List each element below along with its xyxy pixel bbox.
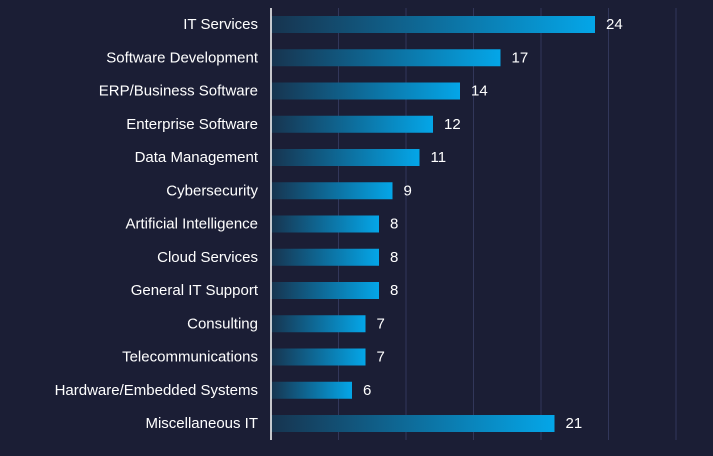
bar bbox=[271, 315, 366, 333]
category-label: Artificial Intelligence bbox=[125, 216, 258, 233]
bar bbox=[271, 182, 393, 200]
data-label: 12 bbox=[444, 116, 461, 133]
data-label: 17 bbox=[512, 49, 529, 66]
data-label: 14 bbox=[471, 83, 488, 100]
category-label: Cybersecurity bbox=[166, 182, 258, 199]
data-label: 24 bbox=[606, 16, 623, 33]
data-label: 7 bbox=[377, 315, 385, 332]
bar bbox=[271, 381, 352, 399]
category-label: Enterprise Software bbox=[126, 116, 258, 133]
bar bbox=[271, 282, 379, 299]
data-label: 9 bbox=[404, 182, 412, 199]
data-label: 11 bbox=[431, 149, 447, 166]
data-label: 6 bbox=[363, 382, 371, 399]
bar bbox=[271, 115, 433, 133]
category-label: Hardware/Embedded Systems bbox=[55, 382, 258, 399]
category-label: Cloud Services bbox=[157, 249, 258, 266]
category-labels: IT Services Software Development ERP/Busin… bbox=[55, 16, 259, 432]
category-label: Software Development bbox=[106, 49, 259, 66]
bar bbox=[271, 215, 379, 233]
bar bbox=[271, 82, 460, 100]
gridlines bbox=[338, 8, 677, 440]
bar bbox=[271, 348, 366, 366]
data-label: 8 bbox=[390, 282, 398, 299]
bar bbox=[271, 415, 555, 432]
data-label: 7 bbox=[377, 349, 385, 366]
bar bbox=[271, 149, 420, 166]
bar bbox=[271, 49, 501, 67]
category-label: ERP/Business Software bbox=[99, 83, 258, 100]
category-label: General IT Support bbox=[131, 282, 259, 299]
bar bbox=[271, 248, 379, 266]
bar bbox=[271, 16, 595, 33]
data-label: 8 bbox=[390, 249, 398, 266]
category-label: Miscellaneous IT bbox=[145, 415, 258, 432]
category-label: Consulting bbox=[187, 315, 258, 332]
data-label: 8 bbox=[390, 216, 398, 233]
category-label: Telecommunications bbox=[122, 349, 258, 366]
data-label: 21 bbox=[566, 415, 583, 432]
bars bbox=[271, 16, 595, 432]
category-label: Data Management bbox=[135, 149, 259, 166]
category-label: IT Services bbox=[183, 16, 258, 33]
